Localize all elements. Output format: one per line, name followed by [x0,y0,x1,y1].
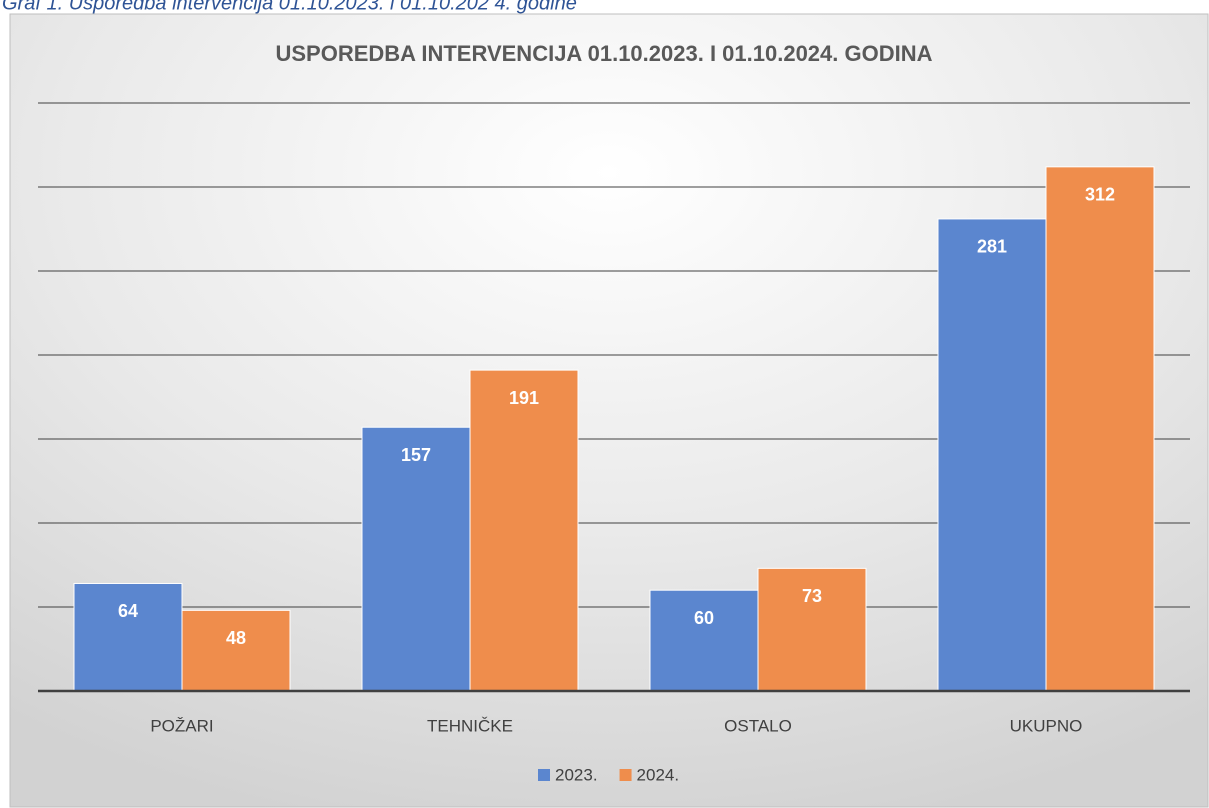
bar [937,218,1047,692]
caption: Graf 1. Usporedba intervencija 01.10.202… [2,0,577,14]
legend-swatch [538,769,550,781]
bar [1045,166,1155,692]
bar [361,426,471,692]
data-label: 64 [118,601,138,621]
chart-title: USPOREDBA INTERVENCIJA 01.10.2023. I 01.… [275,41,932,66]
data-label: 73 [802,586,822,606]
plot: POŽARI 64 48 TEHNIČKE 157 191 OSTALO 60 73 UKUPNO… [38,102,1190,784]
data-label: 157 [401,445,431,465]
x-tick-label: POŽARI [150,716,213,735]
bar [469,369,579,692]
legend-label: 2023. [555,765,598,784]
data-label: 281 [977,237,1007,257]
bar [649,589,759,692]
x-tick-label: TEHNIČKE [427,716,513,735]
data-label: 312 [1085,185,1115,205]
x-tick-label: OSTALO [724,716,792,735]
legend-label: 2024. [637,765,680,784]
bar [181,609,291,692]
x-tick-label: UKUPNO [1010,716,1083,735]
data-label: 191 [509,388,539,408]
data-label: 60 [694,608,714,628]
legend-swatch [619,769,632,781]
data-label: 48 [226,628,246,648]
bar [73,582,183,692]
bar [757,567,867,692]
